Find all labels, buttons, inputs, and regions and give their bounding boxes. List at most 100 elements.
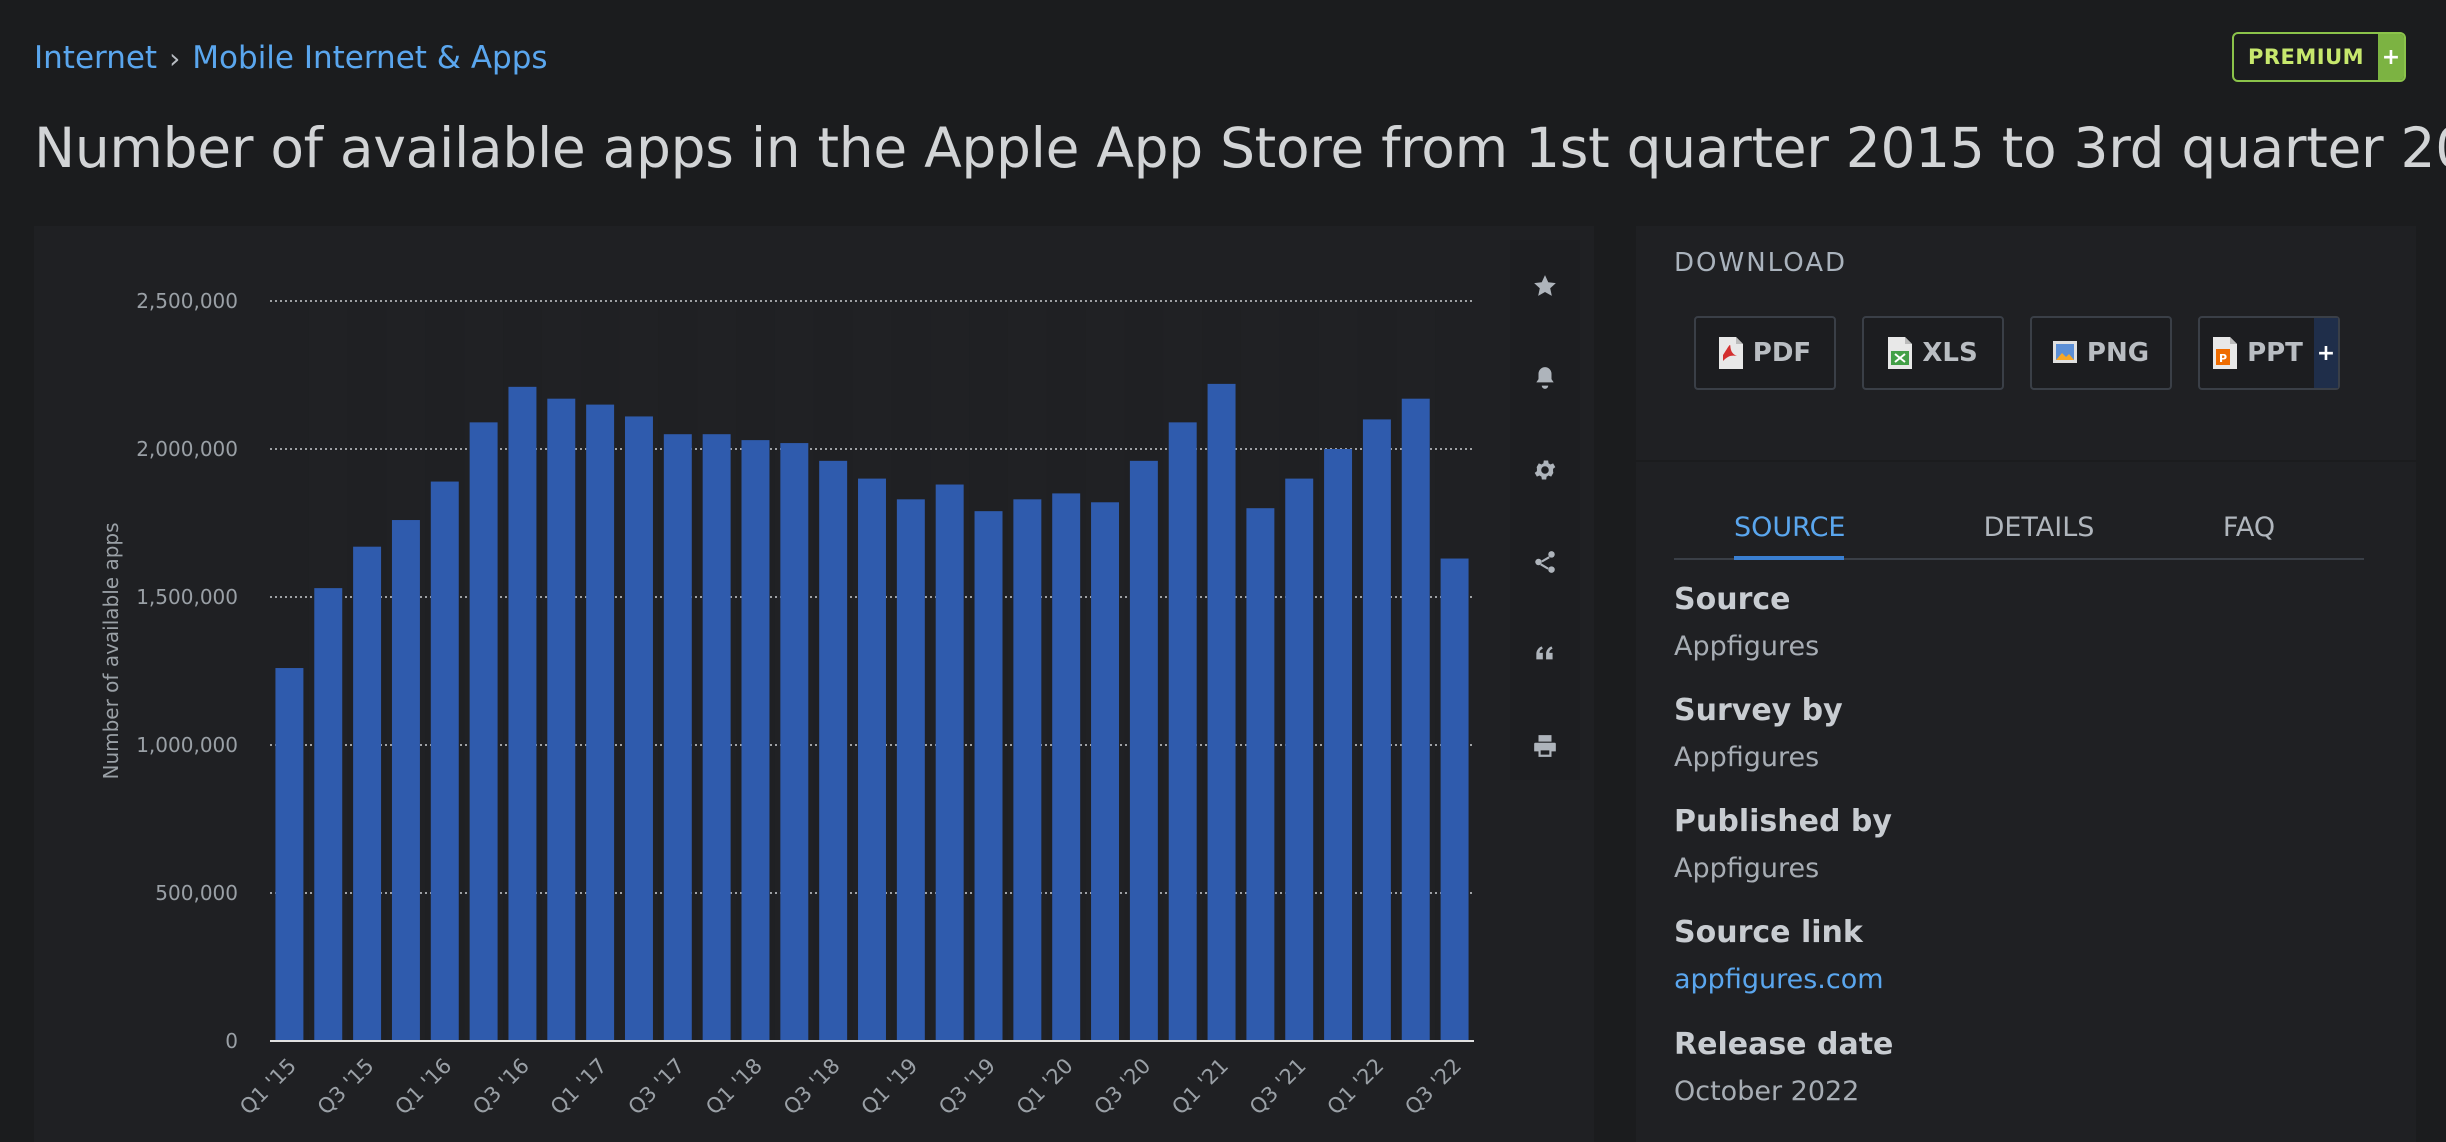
- x-tick-label: Q3 '22: [1400, 1054, 1466, 1120]
- bar: [275, 668, 304, 1041]
- y-tick-label: 2,500,000: [136, 289, 238, 313]
- png-label: PNG: [2086, 338, 2150, 368]
- download-title: DOWNLOAD: [1674, 248, 1848, 278]
- bar: [1324, 449, 1353, 1041]
- notification-button[interactable]: [1510, 346, 1580, 410]
- release-date-value: October 2022: [1674, 1076, 1860, 1107]
- bar: [1401, 398, 1430, 1041]
- x-tick-label: Q3 '16: [468, 1054, 534, 1120]
- x-tick-label: Q1 '20: [1012, 1054, 1078, 1120]
- published-label: Published by: [1674, 804, 1892, 839]
- premium-button[interactable]: PREMIUM +: [2232, 32, 2406, 82]
- quote-icon: [1536, 646, 1553, 660]
- x-tick-label: Q1 '15: [235, 1054, 301, 1120]
- x-tick-label: Q3 '20: [1090, 1054, 1156, 1120]
- x-tick-label: Q3 '18: [779, 1054, 845, 1120]
- favorite-button[interactable]: [1510, 254, 1580, 318]
- x-tick-label: Q1 '22: [1323, 1054, 1389, 1120]
- gear-icon: [1534, 460, 1556, 480]
- y-tick-label: 1,500,000: [136, 585, 238, 609]
- bar-chart: 0 500,000 1,000,000 1,500,000 2,000,000 2,500…: [99, 289, 1474, 1120]
- print-icon: [1534, 735, 1556, 757]
- bar: [1285, 478, 1314, 1042]
- print-button[interactable]: [1510, 714, 1580, 778]
- png-file-icon: [2052, 341, 2077, 363]
- download-ppt-button[interactable]: P PPT +: [2198, 316, 2340, 390]
- bar: [391, 520, 420, 1041]
- bar: [663, 434, 692, 1041]
- y-axis-title: Number of available apps: [99, 522, 123, 779]
- share-icon: [1535, 551, 1555, 573]
- breadcrumb: Internet › Mobile Internet & Apps: [34, 40, 548, 76]
- pdf-label: PDF: [1752, 338, 1812, 368]
- bar: [819, 460, 848, 1042]
- download-xls-button[interactable]: XLS: [1862, 316, 2004, 390]
- breadcrumb-item-internet[interactable]: Internet: [34, 40, 158, 76]
- bell-icon: [1536, 367, 1554, 389]
- svg-text:P: P: [2219, 352, 2227, 365]
- download-pdf-button[interactable]: PDF: [1694, 316, 1836, 390]
- ppt-file-icon: P: [2213, 337, 2238, 369]
- bar: [1091, 502, 1120, 1041]
- published-value: Appfigures: [1674, 853, 1820, 884]
- bar: [1168, 422, 1197, 1041]
- x-tick-label: Q1 '19: [857, 1054, 923, 1120]
- bar: [935, 484, 964, 1041]
- bar: [1052, 493, 1081, 1041]
- page-title: Number of available apps in the Apple Ap…: [34, 116, 2446, 180]
- source-value: Appfigures: [1674, 631, 1820, 662]
- bar: [430, 481, 459, 1041]
- x-tick-label: Q3 '17: [624, 1054, 690, 1120]
- settings-button[interactable]: [1510, 438, 1580, 502]
- x-tick-label: Q3 '21: [1245, 1054, 1311, 1120]
- tab-source[interactable]: SOURCE: [1734, 498, 1845, 560]
- cite-button[interactable]: [1510, 622, 1580, 686]
- x-tick-label: Q1 '21: [1167, 1054, 1233, 1120]
- bar: [1129, 460, 1158, 1042]
- breadcrumb-item-mobile-internet-apps[interactable]: Mobile Internet & Apps: [192, 40, 548, 76]
- tab-details[interactable]: DETAILS: [1983, 512, 2095, 543]
- share-button[interactable]: [1510, 530, 1580, 594]
- bar: [508, 386, 537, 1042]
- star-icon: [1534, 275, 1556, 296]
- x-tick-label: Q1 '18: [701, 1054, 767, 1120]
- bar: [624, 416, 653, 1041]
- bar: [1246, 508, 1275, 1041]
- plus-icon: +: [2314, 318, 2338, 388]
- bar: [469, 422, 498, 1041]
- bar: [586, 404, 615, 1042]
- tab-faq[interactable]: FAQ: [2222, 512, 2276, 543]
- download-panel: DOWNLOAD PDF XLS PNG P PPT +: [1636, 226, 2416, 460]
- chart-panel: 0 500,000 1,000,000 1,500,000 2,000,000 2,500…: [34, 226, 1594, 1142]
- x-tick-label: Q3 '19: [934, 1054, 1000, 1120]
- published-field: Published by Appfigures: [1674, 804, 1892, 884]
- survey-field: Survey by Appfigures: [1674, 693, 1843, 773]
- bar: [314, 588, 343, 1041]
- survey-value: Appfigures: [1674, 742, 1820, 773]
- bar: [780, 443, 809, 1041]
- bar: [1440, 558, 1469, 1041]
- download-png-button[interactable]: PNG: [2030, 316, 2172, 390]
- xls-file-icon: [1888, 337, 1913, 369]
- ppt-label: PPT: [2247, 338, 2303, 368]
- plus-icon: +: [2378, 34, 2404, 80]
- bar: [974, 511, 1003, 1041]
- xls-label: XLS: [1922, 338, 1978, 368]
- x-tick-label: Q3 '15: [313, 1054, 379, 1120]
- source-link-field: Source link appfigures.com: [1674, 915, 1884, 995]
- bar: [741, 440, 770, 1041]
- source-label: Source: [1674, 582, 1791, 617]
- release-date-label: Release date: [1674, 1027, 1894, 1062]
- release-date-field: Release date October 2022: [1674, 1027, 1893, 1107]
- bar: [547, 398, 576, 1041]
- x-tick-label: Q1 '16: [391, 1054, 457, 1120]
- info-tabs: SOURCE DETAILS FAQ: [1674, 498, 2364, 560]
- premium-label: PREMIUM: [2247, 45, 2365, 69]
- source-link[interactable]: appfigures.com: [1674, 964, 1884, 995]
- y-tick-label: 0: [225, 1029, 238, 1053]
- chart-toolbar: [1510, 240, 1580, 780]
- y-tick-label: 1,000,000: [136, 733, 238, 757]
- bar: [1362, 419, 1391, 1041]
- survey-label: Survey by: [1674, 693, 1843, 728]
- bar: [1013, 499, 1042, 1041]
